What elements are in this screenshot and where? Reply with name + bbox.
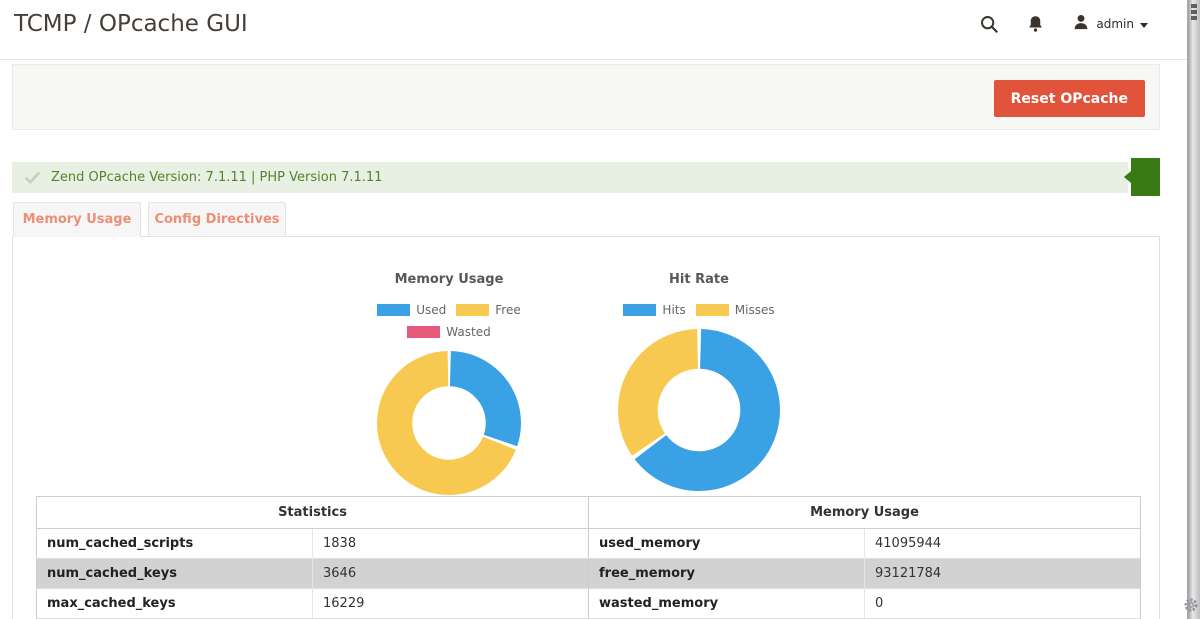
memory-key-cell: free_memory	[589, 559, 865, 589]
stat-key-cell: num_cached_keys	[37, 559, 313, 589]
scrollbar-top-marks	[1191, 4, 1197, 20]
user-name: admin	[1096, 17, 1134, 31]
header-actions: admin	[979, 12, 1148, 36]
legend-label: Free	[495, 303, 520, 317]
memory-usage-header: Memory Usage	[589, 497, 1141, 529]
notifications-bell-icon[interactable]	[1027, 14, 1044, 34]
stat-key-cell: max_cached_keys	[37, 589, 313, 619]
table-row: num_cached_keys3646free_memory93121784	[37, 559, 1141, 589]
donut-chart[interactable]	[618, 329, 780, 491]
opcache-gui-page: TCMP / OPcache GUI admin Reset OPcache Z…	[0, 0, 1200, 619]
gear-icon	[1183, 597, 1199, 617]
memory-key-cell: used_memory	[589, 529, 865, 559]
search-icon[interactable]	[979, 14, 999, 34]
user-menu[interactable]: admin	[1072, 13, 1148, 35]
donut-chart[interactable]	[377, 351, 521, 495]
memory-value-cell: 41095944	[865, 529, 1141, 559]
user-avatar-icon	[1072, 13, 1090, 35]
legend-swatch	[696, 304, 729, 316]
scrollbar[interactable]	[1187, 0, 1200, 619]
legend-item-misses[interactable]: Misses	[696, 303, 775, 317]
chart-legend: Hits Misses	[599, 303, 799, 325]
stat-value-cell: 3646	[313, 559, 589, 589]
legend-item-free[interactable]: Free	[456, 303, 520, 317]
tab-config-directives[interactable]: Config Directives	[148, 202, 286, 237]
chart-title: Memory Usage	[395, 273, 504, 286]
table-header-row: Statistics Memory Usage	[37, 497, 1141, 529]
legend-swatch	[377, 304, 410, 316]
status-alert: Zend OPcache Version: 7.1.11 | PHP Versi…	[12, 162, 1128, 193]
page-title: TCMP / OPcache GUI	[14, 11, 248, 37]
header-divider	[0, 59, 1188, 60]
legend-swatch	[456, 304, 489, 316]
chart-title: Hit Rate	[669, 273, 729, 286]
memory-key-cell: wasted_memory	[589, 589, 865, 619]
alert-collapse-tag[interactable]	[1131, 158, 1160, 196]
memory-value-cell: 93121784	[865, 559, 1141, 589]
memory-value-cell: 0	[865, 589, 1141, 619]
legend-label: Misses	[735, 303, 775, 317]
statistics-header: Statistics	[37, 497, 589, 529]
legend-label: Used	[416, 303, 446, 317]
legend-item-used[interactable]: Used	[377, 303, 446, 317]
legend-item-hits[interactable]: Hits	[623, 303, 685, 317]
charts-row: Memory Usage Used Free Wasted Hit Rate Hit…	[1, 267, 1147, 495]
check-icon	[25, 172, 40, 184]
caret-down-icon	[1140, 23, 1148, 28]
content-panel: Memory Usage Used Free Wasted Hit Rate Hit…	[12, 236, 1160, 619]
reset-opcache-button[interactable]: Reset OPcache	[994, 80, 1145, 117]
table-row: max_cached_keys16229wasted_memory0	[37, 589, 1141, 619]
stat-value-cell: 16229	[313, 589, 589, 619]
legend-swatch	[407, 326, 440, 338]
toolbar: Reset OPcache	[12, 64, 1160, 130]
stats-table: Statistics Memory Usage num_cached_scrip…	[36, 496, 1141, 619]
chart-memory-usage: Memory Usage Used Free Wasted	[324, 267, 574, 495]
table-row: num_cached_scripts1838used_memory4109594…	[37, 529, 1141, 559]
alert-message: Zend OPcache Version: 7.1.11 | PHP Versi…	[51, 170, 382, 185]
legend-item-wasted[interactable]: Wasted	[407, 325, 490, 339]
legend-label: Hits	[662, 303, 685, 317]
chart-hit-rate: Hit Rate Hits Misses	[574, 267, 824, 495]
chart-legend: Used Free Wasted	[349, 303, 549, 347]
legend-swatch	[623, 304, 656, 316]
tab-memory-usage[interactable]: Memory Usage	[13, 202, 141, 237]
legend-label: Wasted	[446, 325, 490, 339]
stat-value-cell: 1838	[313, 529, 589, 559]
stat-key-cell: num_cached_scripts	[37, 529, 313, 559]
